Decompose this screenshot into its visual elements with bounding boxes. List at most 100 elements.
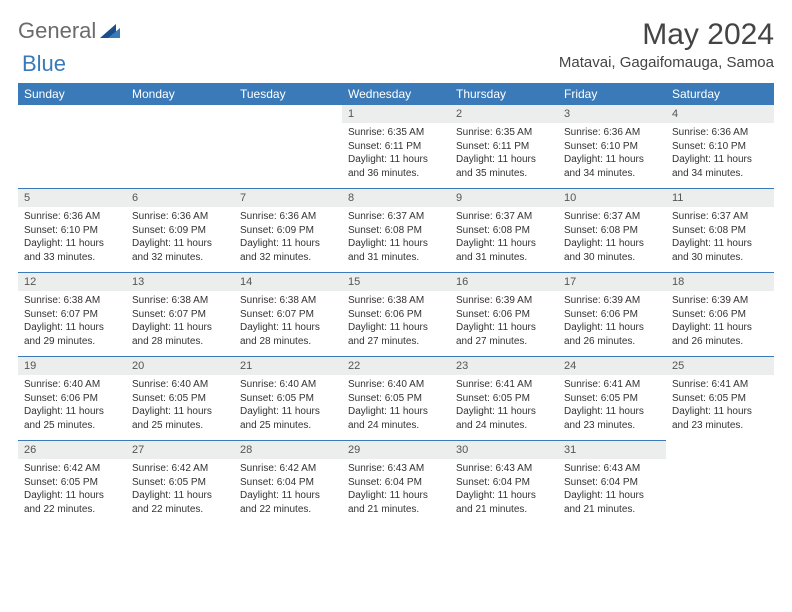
daylight-line: Daylight: 11 hours and 31 minutes. xyxy=(348,237,444,264)
day-number: 4 xyxy=(666,105,774,123)
sunset-line: Sunset: 6:06 PM xyxy=(456,308,552,322)
sunrise-line: Sunrise: 6:42 AM xyxy=(132,462,228,476)
sunrise-line: Sunrise: 6:40 AM xyxy=(24,378,120,392)
day-number: 5 xyxy=(18,189,126,207)
sunset-line: Sunset: 6:05 PM xyxy=(672,392,768,406)
sunrise-line: Sunrise: 6:38 AM xyxy=(132,294,228,308)
calendar-cell: 20Sunrise: 6:40 AMSunset: 6:05 PMDayligh… xyxy=(126,357,234,441)
calendar-cell: 26Sunrise: 6:42 AMSunset: 6:05 PMDayligh… xyxy=(18,441,126,525)
day-number: 26 xyxy=(18,441,126,459)
daylight-line: Daylight: 11 hours and 25 minutes. xyxy=(132,405,228,432)
daylight-line: Daylight: 11 hours and 36 minutes. xyxy=(348,153,444,180)
calendar-cell: 24Sunrise: 6:41 AMSunset: 6:05 PMDayligh… xyxy=(558,357,666,441)
weekday-header: Saturday xyxy=(666,83,774,105)
daylight-line: Daylight: 11 hours and 21 minutes. xyxy=(456,489,552,516)
daylight-line: Daylight: 11 hours and 22 minutes. xyxy=(240,489,336,516)
daylight-line: Daylight: 11 hours and 23 minutes. xyxy=(564,405,660,432)
logo-text-general: General xyxy=(18,18,96,44)
daylight-line: Daylight: 11 hours and 23 minutes. xyxy=(672,405,768,432)
calendar-row: 19Sunrise: 6:40 AMSunset: 6:06 PMDayligh… xyxy=(18,357,774,441)
sunset-line: Sunset: 6:06 PM xyxy=(564,308,660,322)
calendar-cell: 9Sunrise: 6:37 AMSunset: 6:08 PMDaylight… xyxy=(450,189,558,273)
sunrise-line: Sunrise: 6:38 AM xyxy=(24,294,120,308)
calendar-cell: 5Sunrise: 6:36 AMSunset: 6:10 PMDaylight… xyxy=(18,189,126,273)
calendar-row: 26 Sunrise: 6:42 AM Sunset: 6:05 PM Dayligh… xyxy=(18,441,774,525)
day-number: 8 xyxy=(342,189,450,207)
day-details: Sunrise: 6:41 AMSunset: 6:05 PMDaylight:… xyxy=(558,375,666,440)
day-details: Sunrise: 6:40 AMSunset: 6:05 PMDaylight:… xyxy=(234,375,342,440)
sunrise-line: Sunrise: 6:41 AM xyxy=(672,378,768,392)
sunset-line: Sunset: 6:08 PM xyxy=(672,224,768,238)
day-number: 6 xyxy=(126,189,234,207)
daylight-line: Daylight: 11 hours and 24 minutes. xyxy=(456,405,552,432)
day-number: 16 xyxy=(450,273,558,291)
sunset-line: Sunset: 6:09 PM xyxy=(132,224,228,238)
day-details: Sunrise: 6:37 AMSunset: 6:08 PMDaylight:… xyxy=(558,207,666,272)
daylight-line: Daylight: 11 hours and 34 minutes. xyxy=(564,153,660,180)
day-number: 15 xyxy=(342,273,450,291)
sunset-line: Sunset: 6:05 PM xyxy=(240,392,336,406)
day-details: Sunrise: 6:37 AMSunset: 6:08 PMDaylight:… xyxy=(666,207,774,272)
logo: General xyxy=(18,18,122,44)
calendar-row: 5Sunrise: 6:36 AMSunset: 6:10 PMDaylight… xyxy=(18,189,774,273)
day-number: 29 xyxy=(342,441,450,459)
day-details: Sunrise: 6:35 AMSunset: 6:11 PMDaylight:… xyxy=(450,123,558,188)
sunrise-line: Sunrise: 6:36 AM xyxy=(240,210,336,224)
day-number: 13 xyxy=(126,273,234,291)
calendar-cell: 13Sunrise: 6:38 AMSunset: 6:07 PMDayligh… xyxy=(126,273,234,357)
weekday-header: Thursday xyxy=(450,83,558,105)
daylight-line: Daylight: 11 hours and 21 minutes. xyxy=(348,489,444,516)
sunrise-line: Sunrise: 6:36 AM xyxy=(132,210,228,224)
sunset-line: Sunset: 6:06 PM xyxy=(672,308,768,322)
sunrise-line: Sunrise: 6:36 AM xyxy=(24,210,120,224)
logo-text-blue: Blue xyxy=(22,51,66,77)
day-details: Sunrise: 6:38 AMSunset: 6:07 PMDaylight:… xyxy=(126,291,234,356)
daylight-line: Daylight: 11 hours and 27 minutes. xyxy=(348,321,444,348)
sunrise-line: Sunrise: 6:39 AM xyxy=(564,294,660,308)
day-details: Sunrise: 6:40 AMSunset: 6:06 PMDaylight:… xyxy=(18,375,126,440)
day-details: Sunrise: 6:40 AMSunset: 6:05 PMDaylight:… xyxy=(126,375,234,440)
sunset-line: Sunset: 6:11 PM xyxy=(456,140,552,154)
calendar-cell: 23Sunrise: 6:41 AMSunset: 6:05 PMDayligh… xyxy=(450,357,558,441)
calendar-body: 1Sunrise: 6:35 AMSunset: 6:11 PMDaylight… xyxy=(18,105,774,524)
calendar-cell: 4Sunrise: 6:36 AMSunset: 6:10 PMDaylight… xyxy=(666,105,774,189)
daylight-line: Daylight: 11 hours and 32 minutes. xyxy=(240,237,336,264)
day-number: 25 xyxy=(666,357,774,375)
day-number: 9 xyxy=(450,189,558,207)
daylight-line: Daylight: 11 hours and 30 minutes. xyxy=(564,237,660,264)
sunset-line: Sunset: 6:07 PM xyxy=(132,308,228,322)
sunrise-line: Sunrise: 6:37 AM xyxy=(348,210,444,224)
weekday-header: Sunday xyxy=(18,83,126,105)
sunrise-line: Sunrise: 6:35 AM xyxy=(348,126,444,140)
weekday-header: Friday xyxy=(558,83,666,105)
daylight-line: Daylight: 11 hours and 29 minutes. xyxy=(24,321,120,348)
calendar-cell: 11Sunrise: 6:37 AMSunset: 6:08 PMDayligh… xyxy=(666,189,774,273)
sunset-line: Sunset: 6:08 PM xyxy=(564,224,660,238)
day-number: 30 xyxy=(450,441,558,459)
daylight-line: Daylight: 11 hours and 21 minutes. xyxy=(564,489,660,516)
sunrise-line: Sunrise: 6:37 AM xyxy=(672,210,768,224)
sunrise-line: Sunrise: 6:43 AM xyxy=(456,462,552,476)
day-details: Sunrise: 6:38 AMSunset: 6:06 PMDaylight:… xyxy=(342,291,450,356)
calendar-row: 1Sunrise: 6:35 AMSunset: 6:11 PMDaylight… xyxy=(18,105,774,189)
sunset-line: Sunset: 6:07 PM xyxy=(240,308,336,322)
sunset-line: Sunset: 6:04 PM xyxy=(240,476,336,490)
day-details: Sunrise: 6:38 AMSunset: 6:07 PMDaylight:… xyxy=(234,291,342,356)
calendar-cell: 19Sunrise: 6:40 AMSunset: 6:06 PMDayligh… xyxy=(18,357,126,441)
calendar-cell xyxy=(18,105,126,189)
sunset-line: Sunset: 6:08 PM xyxy=(348,224,444,238)
daylight-line: Daylight: 11 hours and 35 minutes. xyxy=(456,153,552,180)
day-number: 22 xyxy=(342,357,450,375)
day-details: Sunrise: 6:39 AMSunset: 6:06 PMDaylight:… xyxy=(558,291,666,356)
sunset-line: Sunset: 6:05 PM xyxy=(24,476,120,490)
day-details: Sunrise: 6:38 AMSunset: 6:07 PMDaylight:… xyxy=(18,291,126,356)
calendar-cell: 10Sunrise: 6:37 AMSunset: 6:08 PMDayligh… xyxy=(558,189,666,273)
day-details: Sunrise: 6:36 AMSunset: 6:10 PMDaylight:… xyxy=(666,123,774,188)
calendar-table: Sunday Monday Tuesday Wednesday Thursday… xyxy=(18,83,774,524)
day-number: 2 xyxy=(450,105,558,123)
calendar-cell: 28Sunrise: 6:42 AMSunset: 6:04 PMDayligh… xyxy=(234,441,342,525)
sunset-line: Sunset: 6:05 PM xyxy=(564,392,660,406)
sunrise-line: Sunrise: 6:38 AM xyxy=(348,294,444,308)
weekday-header: Tuesday xyxy=(234,83,342,105)
sunset-line: Sunset: 6:08 PM xyxy=(456,224,552,238)
